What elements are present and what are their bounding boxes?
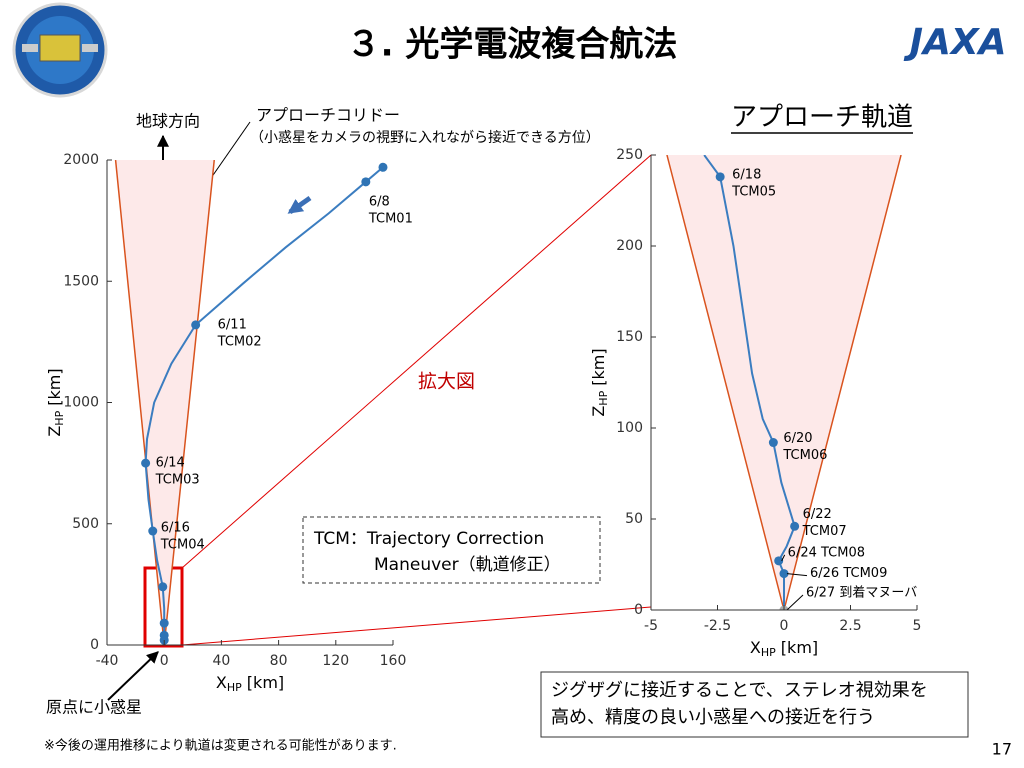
- axis-symbol: X: [750, 638, 761, 657]
- leader-line: [786, 573, 808, 577]
- origin-label: 原点に小惑星: [46, 698, 142, 717]
- y-tick-label: 100: [616, 420, 643, 436]
- x-tick-label: 2.5: [839, 618, 861, 634]
- axis-subscript: HP: [597, 390, 610, 405]
- corridor-area: [666, 155, 902, 610]
- point-label: TCM02: [217, 334, 262, 349]
- trajectory: [144, 166, 384, 645]
- page-number: 17: [992, 740, 1012, 759]
- logo: JAXA: [904, 22, 1007, 63]
- axis-unit: [km]: [776, 638, 818, 657]
- summary: ジグザグに接近することで、ステレオ視効果を: [551, 680, 928, 701]
- axis-symbol: Z: [589, 406, 608, 417]
- summary-box: [540, 671, 969, 738]
- x-tick-label: 40: [212, 653, 230, 669]
- y-tick-label: 1000: [63, 395, 99, 411]
- point-label: TCM01: [368, 211, 413, 226]
- y-tick-label: 250: [616, 147, 643, 163]
- point-label: 6/20: [783, 431, 812, 446]
- mission-patch: [12, 2, 108, 98]
- y-tick-label: 500: [72, 516, 99, 532]
- ylabel-label: ZHP [km]: [589, 348, 611, 416]
- zoom-line: [181, 154, 652, 569]
- xlabel-label: XHP [km]: [750, 638, 818, 660]
- x-tick-label: 0: [780, 618, 789, 634]
- point-label: TCM05: [731, 184, 776, 199]
- axis-unit: [km]: [242, 673, 284, 692]
- corridor-area: [115, 160, 215, 645]
- slide-title: ３. 光学電波複合航法: [347, 25, 678, 65]
- x-tick-label: -2.5: [704, 618, 731, 634]
- point-label: 6/11: [218, 317, 247, 332]
- axis-subscript: HP: [761, 646, 776, 659]
- point-label: 6/24 TCM08: [788, 545, 865, 560]
- point-label: 6/16: [161, 521, 190, 536]
- tcm-point: [191, 320, 201, 330]
- leader-line: [781, 554, 786, 562]
- zoom-line: [181, 606, 652, 646]
- tcm-point: [141, 458, 151, 468]
- axis-symbol: X: [216, 673, 227, 692]
- x-tick-label: 80: [270, 653, 288, 669]
- corridor-edge: [666, 155, 902, 610]
- tcm-note: Maneuver（軌道修正）: [374, 555, 561, 575]
- axis-subscript: HP: [227, 681, 242, 694]
- corridor-label: アプローチコリドー: [256, 106, 400, 125]
- y-tick-label: 0: [90, 637, 99, 653]
- point-label: 6/26 TCM09: [810, 566, 887, 581]
- corridor-note: （小惑星をカメラの視野に入れながら接近できる方位）: [250, 129, 600, 146]
- point-label: 6/14: [156, 456, 185, 471]
- xlabel-label: XHP [km]: [216, 673, 284, 695]
- tcm-box: [302, 516, 601, 584]
- point-label: TCM03: [155, 473, 200, 488]
- axis-unit: [km]: [45, 368, 64, 410]
- point-label: 6/18: [732, 167, 761, 182]
- tcm-point: [774, 556, 784, 566]
- x-tick-label: 5: [913, 618, 922, 634]
- y-tick-label: 0: [634, 602, 643, 618]
- y-tick-label: 1500: [63, 273, 99, 289]
- y-tick-label: 50: [625, 511, 643, 527]
- axis-symbol: Z: [45, 426, 64, 437]
- tcm-point: [790, 521, 800, 531]
- point-label: TCM07: [802, 524, 847, 539]
- chart-title: アプローチ軌道: [731, 103, 913, 133]
- tcm-point: [158, 582, 168, 592]
- x-tick-label: -40: [96, 653, 119, 669]
- plot-area: [666, 155, 902, 610]
- origin-arrow: [107, 651, 159, 701]
- tcm-note: TCM：Trajectory Correction: [313, 529, 544, 549]
- x-tick-label: 160: [380, 653, 407, 669]
- zoom-label: 拡大図: [418, 371, 475, 393]
- point-label: TCM06: [782, 448, 827, 463]
- tcm-point: [148, 526, 158, 536]
- y-tick-label: 150: [616, 329, 643, 345]
- tcm-point: [768, 438, 778, 448]
- point-label: 6/27 到着マヌーバ: [806, 585, 917, 601]
- point-label: 6/8: [369, 194, 390, 209]
- x-tick-label: 120: [322, 653, 349, 669]
- summary: 高め、精度の良い小惑星への接近を行う: [551, 707, 875, 728]
- y-tick-label: 2000: [63, 152, 99, 168]
- tcm-point: [159, 618, 169, 628]
- tcm-point: [715, 172, 725, 182]
- leader-line: [786, 594, 804, 611]
- footnote: ※今後の運用推移により軌道は変更される可能性があります.: [44, 738, 397, 754]
- tcm-point: [378, 162, 388, 172]
- ylabel-label: ZHP [km]: [45, 368, 67, 436]
- axis-subscript: HP: [53, 410, 66, 425]
- y-tick-label: 200: [616, 238, 643, 254]
- point-label: 6/22: [803, 507, 832, 522]
- tcm-point: [779, 569, 789, 579]
- x-tick-label: -5: [644, 618, 658, 634]
- point-label: TCM04: [160, 538, 205, 553]
- tcm-point: [361, 177, 371, 187]
- x-tick-label: 0: [160, 653, 169, 669]
- earth-direction: 地球方向: [136, 112, 200, 131]
- axis-unit: [km]: [589, 348, 608, 390]
